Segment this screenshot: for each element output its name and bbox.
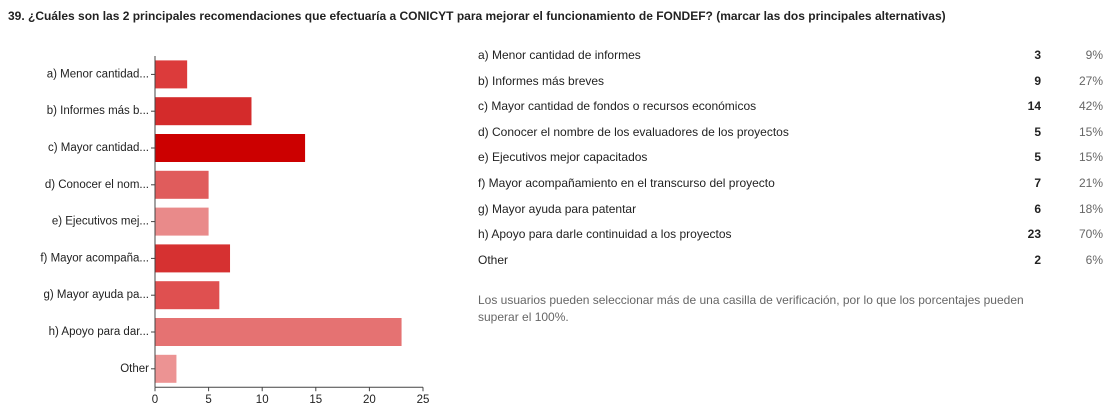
row-count: 9 [1034,73,1041,88]
table-row: a) Menor cantidad de informes 3 9% [478,48,1103,68]
row-label: h) Apoyo para darle continuidad a los pr… [478,227,732,242]
bar [155,207,209,236]
bar [155,97,252,126]
row-count: 7 [1034,176,1041,190]
y-tick-label: Other [120,363,149,375]
row-label: d) Conocer el nombre de los evaluadores … [478,124,789,139]
row-label: g) Mayor ayuda para patentar [478,201,637,216]
row-label: f) Mayor acompañamiento en el transcurso… [478,176,775,190]
row-label: c) Mayor cantidad de fondos o recursos e… [478,99,757,114]
bar [155,318,402,346]
x-tick-label: 15 [309,394,322,404]
x-tick-label: 20 [363,394,376,404]
table-row: d) Conocer el nombre de los evaluadores … [478,125,1103,145]
bar [155,244,231,273]
table-row: c) Mayor cantidad de fondos o recursos e… [478,99,1103,119]
table-row: g) Mayor ayuda para patentar 6 18% [478,202,1103,222]
row-count: 3 [1034,48,1041,62]
row-percent: 70% [1078,227,1103,242]
y-tick-label: c) Mayor cantidad... [48,142,149,154]
x-tick-label: 5 [205,394,211,404]
y-tick-label: a) Menor cantidad... [47,68,149,80]
table-row: Other 2 6% [478,253,1103,273]
row-percent: 27% [1078,73,1103,88]
row-count: 23 [1027,227,1041,242]
table-row: e) Ejecutivos mejor capacitados 5 15% [478,150,1103,170]
y-tick-label: b) Informes más b... [47,105,149,117]
row-label: Other [478,252,509,267]
y-tick-label: d) Conocer el nom... [45,179,149,191]
y-tick-label: f) Mayor acompaña... [40,252,149,264]
chart: 0 5 10 15 20 25 a) Menor cantidad... b) Informe… [40,56,430,404]
row-percent: 18% [1078,201,1103,216]
row-percent: 15% [1078,124,1103,139]
x-tick-label: 10 [256,394,269,404]
row-label: a) Menor cantidad de informes [478,48,641,62]
note: Los usuarios pueden seleccionar más de u… [478,293,1024,324]
x-tick-label: 0 [152,394,158,404]
question-title: 39. ¿Cuáles son las 2 principales recome… [8,9,946,23]
table-row: h) Apoyo para darle continuidad a los pr… [478,227,1103,247]
x-tick-label: 25 [417,394,430,404]
row-percent: 21% [1078,176,1103,190]
row-count: 6 [1034,201,1041,216]
y-tick-label: h) Apoyo para dar... [49,326,149,338]
bar [155,134,306,162]
row-percent: 15% [1078,150,1103,165]
bar [155,170,209,199]
row-percent: 6% [1085,252,1103,267]
bar [155,281,220,310]
row-count: 5 [1034,150,1041,165]
bar [155,354,177,383]
row-count: 5 [1034,124,1041,139]
row-label: e) Ejecutivos mejor capacitados [478,150,648,165]
row-count: 14 [1027,99,1041,114]
row-count: 2 [1034,252,1041,267]
row-label: b) Informes más breves [478,73,605,88]
y-tick-label: g) Mayor ayuda pa... [44,289,149,301]
y-tick-label: e) Ejecutivos mej... [52,216,149,228]
table-row: b) Informes más breves 9 27% [478,74,1103,94]
row-percent: 42% [1078,99,1103,114]
bar [155,60,188,89]
table-row: f) Mayor acompañamiento en el transcurso… [478,176,1103,196]
row-percent: 9% [1085,48,1103,62]
